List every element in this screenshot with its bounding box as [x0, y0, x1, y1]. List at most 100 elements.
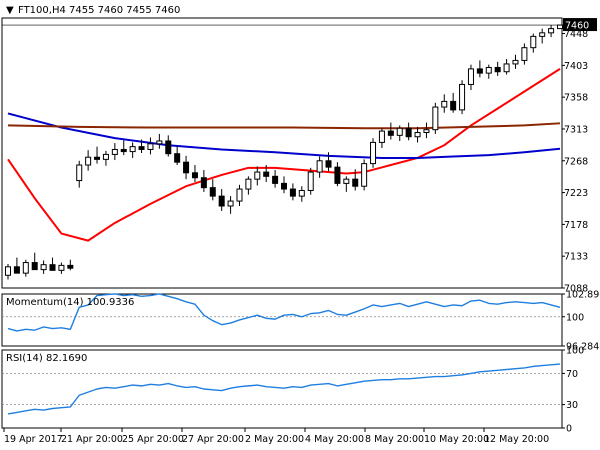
time-tick-label: 8 May 20:00	[365, 434, 424, 445]
time-tick-label: 27 Apr 20:00	[182, 434, 244, 445]
candle-bull	[5, 266, 11, 276]
candle-bull	[539, 32, 546, 37]
candle-bull	[236, 188, 243, 202]
candle-bull	[102, 153, 109, 160]
candle-bull	[548, 28, 555, 34]
candle-bull	[343, 178, 350, 184]
price-tick-label: 7313	[564, 124, 588, 135]
rsi-tick-label: 100	[566, 346, 584, 357]
candle-bear	[281, 182, 287, 190]
rsi-tick-label: 70	[566, 369, 578, 380]
candle-bull	[370, 141, 377, 165]
price-tick-label: 7178	[564, 220, 588, 231]
candle-bear	[450, 100, 457, 111]
candle-bear	[49, 264, 56, 271]
price-tick-label: 7268	[564, 156, 588, 167]
candle-bull	[361, 163, 368, 187]
candle-bull	[254, 171, 261, 180]
candle-bull	[521, 47, 528, 61]
time-tick-label: 21 Apr 20:00	[61, 434, 123, 445]
candle-bull	[111, 148, 118, 155]
momentum-panel-border	[1, 293, 563, 347]
chart-title: FT100,H4 7455 7460 7455 7460	[18, 5, 180, 16]
candle-bear	[200, 177, 207, 189]
candle-bear	[138, 146, 145, 150]
price-tick-label: 7088	[564, 284, 588, 295]
candle-bull	[76, 164, 83, 182]
candle-bull	[467, 68, 474, 85]
candle-bear	[165, 140, 172, 155]
price-tick-label: 7403	[564, 61, 588, 72]
current-price-badge	[563, 18, 597, 32]
moving-average-line-3	[7, 122, 561, 130]
momentum-panel: 102.8927 100 96.2842 Momentum(14) 100.9336	[1, 290, 600, 353]
main-price-panel	[1, 17, 563, 289]
candle-bull	[512, 59, 519, 65]
time-tick-label: 10 May 20:00	[424, 434, 489, 445]
candle-bull	[423, 129, 430, 134]
candle-bull	[316, 160, 323, 173]
candle-bear	[31, 262, 38, 271]
candle-bull	[459, 83, 466, 111]
chart-header: ▼ FT100,H4 7455 7460 7455 7460	[6, 5, 180, 16]
candle-bear	[494, 66, 501, 73]
price-panel-border	[1, 17, 563, 289]
momentum-tick-label: 100	[566, 312, 584, 323]
momentum-tick-label: 102.8927	[566, 290, 600, 301]
candle-bull	[156, 140, 163, 145]
candle-bull	[85, 156, 92, 166]
price-tick-label: 7133	[564, 252, 588, 263]
candle-bear	[405, 127, 412, 138]
rsi-panel-border	[1, 349, 563, 429]
candle-bear	[387, 130, 394, 136]
rsi-tick-label: 30	[566, 400, 578, 411]
momentum-line	[7, 293, 561, 332]
candle-bear	[13, 266, 20, 274]
time-tick-label: 25 Apr 20:00	[122, 434, 184, 445]
candle-bear	[120, 148, 127, 153]
candle-bear	[272, 175, 279, 184]
rsi-title: RSI(14) 82.1690	[6, 353, 87, 364]
candle-bull	[307, 171, 314, 191]
candle-bear	[289, 188, 296, 197]
time-tick-label: 19 Apr 2017	[4, 434, 63, 445]
candle-bear	[476, 68, 483, 74]
current-price-label: 7460	[565, 21, 589, 32]
candle-bull	[503, 63, 510, 73]
momentum-tick-label: 96.2842	[566, 342, 600, 353]
rsi-tick-label: 0	[566, 424, 572, 435]
momentum-title: Momentum(14) 100.9336	[6, 297, 134, 308]
rsi-panel: 100 70 30 0 RSI(14) 82.1690	[1, 346, 584, 435]
candle-bear	[183, 161, 190, 174]
candle-bull	[557, 24, 563, 30]
candle-bull	[58, 264, 65, 271]
candle-bear	[325, 160, 332, 168]
candle-bear	[352, 178, 359, 187]
symbol-dropdown-arrow-icon[interactable]: ▼	[6, 5, 14, 16]
candlestick-series	[5, 24, 563, 280]
candle-bear	[263, 171, 270, 177]
candle-bear	[191, 172, 198, 179]
candle-bull	[530, 35, 537, 49]
time-tick-label: 12 May 20:00	[484, 434, 549, 445]
candle-bear	[67, 264, 74, 269]
candle-bull	[40, 264, 47, 271]
price-tick-label: 7223	[564, 188, 588, 199]
candle-bear	[174, 153, 181, 163]
rsi-line	[7, 363, 561, 415]
candle-bull	[432, 106, 439, 131]
time-tick-label: 2 May 20:00	[245, 434, 304, 445]
moving-average-line-1	[7, 68, 561, 242]
candle-bull	[147, 143, 154, 150]
candle-bull	[441, 100, 448, 108]
candle-bull	[378, 130, 385, 143]
time-tick-label: 4 May 20:00	[305, 434, 364, 445]
candle-bull	[485, 66, 492, 74]
candle-bull	[298, 189, 305, 197]
price-tick-label: 7448	[564, 29, 588, 40]
candle-bull	[245, 178, 252, 190]
